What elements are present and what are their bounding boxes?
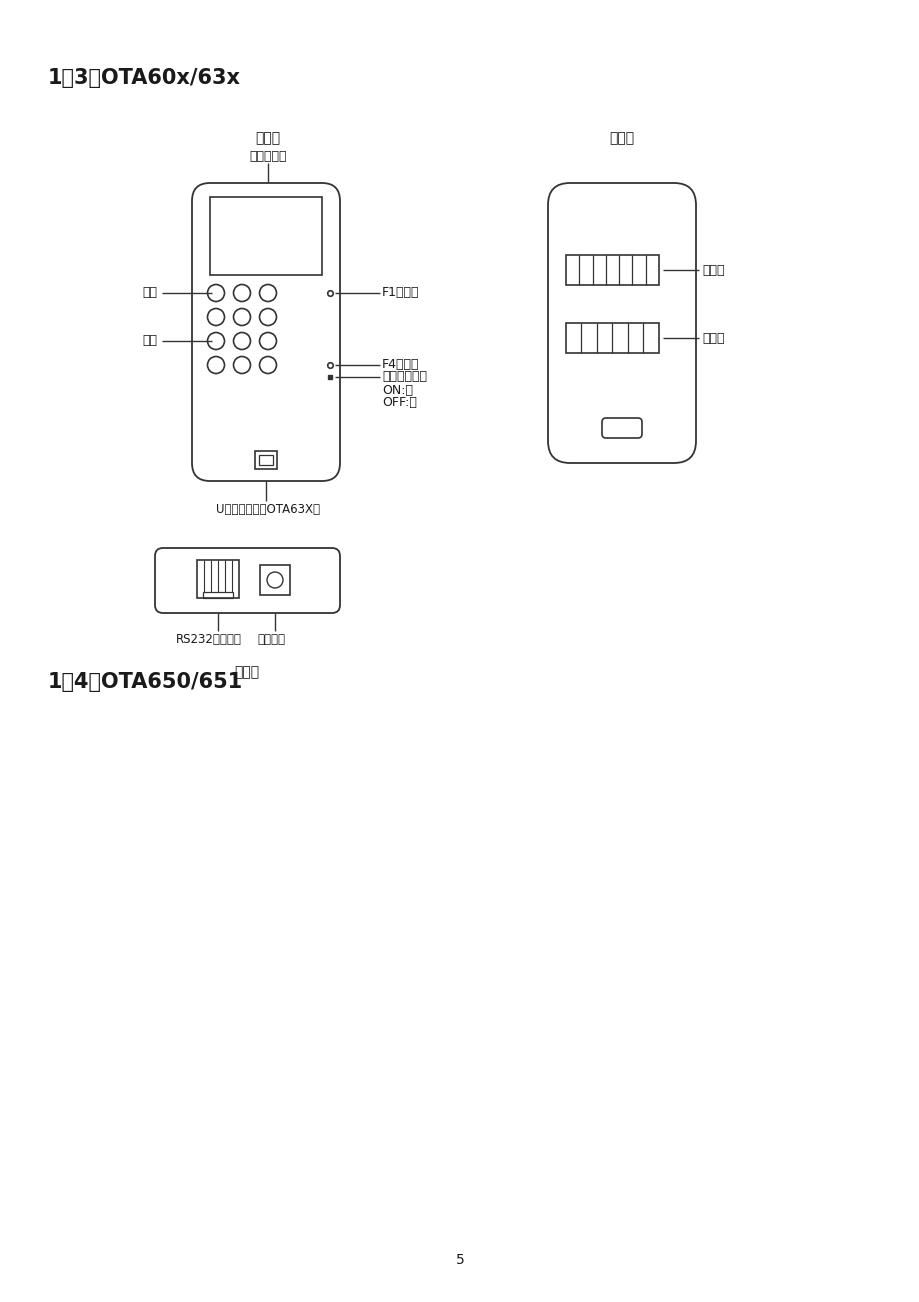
Text: 底视图: 底视图 — [234, 665, 259, 680]
Text: F1功能灯: F1功能灯 — [381, 286, 419, 299]
Text: 内部电源开关: 内部电源开关 — [381, 371, 426, 384]
Text: 电源插座: 电源插座 — [256, 633, 285, 646]
Text: F4功能灯: F4功能灯 — [381, 358, 419, 371]
Bar — [210, 197, 322, 275]
Bar — [203, 592, 233, 598]
Text: 正面图: 正面图 — [255, 132, 280, 145]
Bar — [565, 255, 658, 285]
Bar — [197, 560, 239, 598]
Text: 1、3、OTA60x/63x: 1、3、OTA60x/63x — [48, 68, 241, 89]
Text: OFF:关: OFF:关 — [381, 397, 416, 410]
Text: 续线柱: 续线柱 — [701, 332, 724, 345]
Bar — [260, 565, 289, 595]
Text: 1、4、OTA650/651: 1、4、OTA650/651 — [48, 672, 243, 691]
Text: 键盘: 键盘 — [142, 335, 157, 348]
Text: 按键: 按键 — [142, 286, 157, 299]
Bar — [565, 323, 658, 353]
Bar — [259, 454, 273, 465]
Text: 背面图: 背面图 — [608, 132, 634, 145]
Text: U盘接口（仅限OTA63X）: U盘接口（仅限OTA63X） — [216, 503, 320, 516]
Text: 5: 5 — [455, 1253, 464, 1267]
Bar — [255, 450, 277, 469]
Text: 液晶显示屏: 液晶显示屏 — [249, 150, 287, 163]
Text: 接线柱: 接线柱 — [701, 263, 724, 276]
Text: RS232通讯接口: RS232通讯接口 — [176, 633, 242, 646]
Text: ON:开: ON:开 — [381, 384, 413, 397]
